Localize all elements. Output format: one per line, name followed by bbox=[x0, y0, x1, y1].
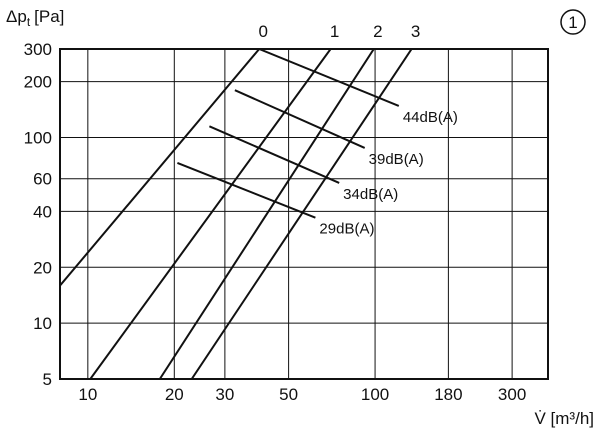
x-axis-title: V̇ [m³/h] bbox=[534, 409, 594, 428]
y-tick-label: 40 bbox=[33, 202, 52, 221]
fan-curve bbox=[158, 49, 375, 379]
y-tick-label: 10 bbox=[33, 314, 52, 333]
fan-curves bbox=[60, 49, 413, 379]
sound-level-label: 44dB(A) bbox=[403, 109, 458, 126]
curve-label: 2 bbox=[373, 22, 382, 41]
x-tick-label: 30 bbox=[215, 385, 234, 404]
figure-badge: 1 bbox=[560, 9, 586, 35]
y-tick-label: 5 bbox=[43, 370, 52, 389]
sound-level-label: 39dB(A) bbox=[369, 151, 424, 168]
y-tick-label: 20 bbox=[33, 258, 52, 277]
sound-level-line bbox=[209, 125, 340, 184]
sound-level-label: 29dB(A) bbox=[319, 221, 374, 238]
curve-label: 0 bbox=[258, 22, 267, 41]
sound-level-line bbox=[258, 49, 400, 107]
sound-level-label: 34dB(A) bbox=[343, 186, 398, 203]
x-tick-label: 300 bbox=[498, 385, 526, 404]
x-tick-label: 10 bbox=[78, 385, 97, 404]
fan-curve bbox=[190, 49, 413, 379]
y-tick-label: 200 bbox=[24, 73, 52, 92]
curve-label: 3 bbox=[411, 22, 420, 41]
x-tick-label: 100 bbox=[361, 385, 389, 404]
y-tick-label: 100 bbox=[24, 129, 52, 148]
plot-frame bbox=[59, 48, 549, 380]
y-tick-label: 60 bbox=[33, 170, 52, 189]
sound-level-lines bbox=[177, 49, 400, 219]
x-tick-label: 50 bbox=[279, 385, 298, 404]
sound-level-line bbox=[177, 161, 316, 219]
curve-label: 1 bbox=[330, 22, 339, 41]
y-tick-label: 300 bbox=[24, 40, 52, 59]
fan-curve bbox=[60, 49, 260, 288]
svg-text:1: 1 bbox=[568, 13, 577, 32]
sound-level-line bbox=[234, 89, 366, 149]
y-axis-title: Δpt [Pa] bbox=[6, 7, 64, 29]
x-tick-label: 180 bbox=[434, 385, 462, 404]
x-tick-label: 20 bbox=[165, 385, 184, 404]
fan-curve bbox=[89, 49, 332, 379]
